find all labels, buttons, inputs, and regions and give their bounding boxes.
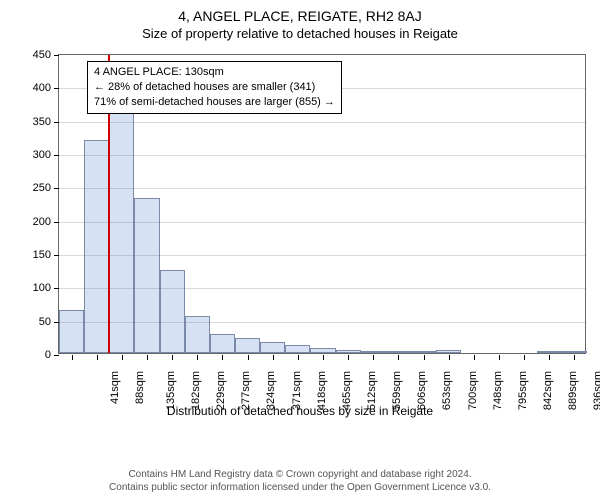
histogram-bar bbox=[537, 351, 562, 353]
histogram-bar bbox=[336, 350, 361, 353]
histogram-bar bbox=[109, 113, 134, 353]
y-tick-label: 150 bbox=[13, 249, 51, 261]
info-box: 4 ANGEL PLACE: 130sqm ← 28% of detached … bbox=[87, 61, 342, 114]
histogram-bar bbox=[361, 351, 386, 353]
histogram-bar bbox=[310, 348, 335, 353]
x-tick-label: 88sqm bbox=[134, 371, 146, 404]
y-tick-label: 100 bbox=[13, 282, 51, 294]
histogram-bar bbox=[436, 350, 461, 353]
histogram-bar bbox=[59, 310, 84, 353]
x-axis-label: Distribution of detached houses by size … bbox=[0, 404, 600, 418]
histogram-bar bbox=[260, 342, 285, 353]
grid-line bbox=[59, 322, 585, 323]
histogram-bar bbox=[235, 338, 260, 353]
y-tick-label: 200 bbox=[13, 216, 51, 228]
grid-line bbox=[59, 255, 585, 256]
histogram-bar bbox=[562, 351, 587, 353]
y-tick-label: 250 bbox=[13, 182, 51, 194]
grid-line bbox=[59, 222, 585, 223]
chart-container: Number of detached properties 4 ANGEL PL… bbox=[0, 44, 600, 424]
histogram-bar bbox=[411, 351, 436, 353]
page-subtitle: Size of property relative to detached ho… bbox=[0, 24, 600, 41]
x-tick-label: 41sqm bbox=[109, 371, 121, 404]
y-tick-label: 450 bbox=[13, 49, 51, 61]
grid-line bbox=[59, 188, 585, 189]
footer: Contains HM Land Registry data © Crown c… bbox=[0, 468, 600, 494]
page-title: 4, ANGEL PLACE, REIGATE, RH2 8AJ bbox=[0, 0, 600, 24]
y-tick-label: 0 bbox=[13, 349, 51, 361]
y-tick-label: 400 bbox=[13, 82, 51, 94]
histogram-bar bbox=[210, 334, 235, 353]
histogram-bar bbox=[285, 345, 310, 353]
info-line-1: 4 ANGEL PLACE: 130sqm bbox=[94, 65, 335, 80]
grid-line bbox=[59, 288, 585, 289]
y-tick-label: 350 bbox=[13, 116, 51, 128]
y-tick-label: 50 bbox=[13, 316, 51, 328]
info-line-3: 71% of semi-detached houses are larger (… bbox=[94, 95, 335, 110]
histogram-bar bbox=[160, 270, 185, 353]
footer-line-1: Contains HM Land Registry data © Crown c… bbox=[0, 468, 600, 481]
y-tick-label: 300 bbox=[13, 149, 51, 161]
info-line-2: ← 28% of detached houses are smaller (34… bbox=[94, 80, 335, 95]
grid-line bbox=[59, 155, 585, 156]
plot-area: 4 ANGEL PLACE: 130sqm ← 28% of detached … bbox=[58, 54, 586, 354]
grid-line bbox=[59, 122, 585, 123]
footer-line-2: Contains public sector information licen… bbox=[0, 481, 600, 494]
histogram-bar bbox=[386, 351, 411, 353]
